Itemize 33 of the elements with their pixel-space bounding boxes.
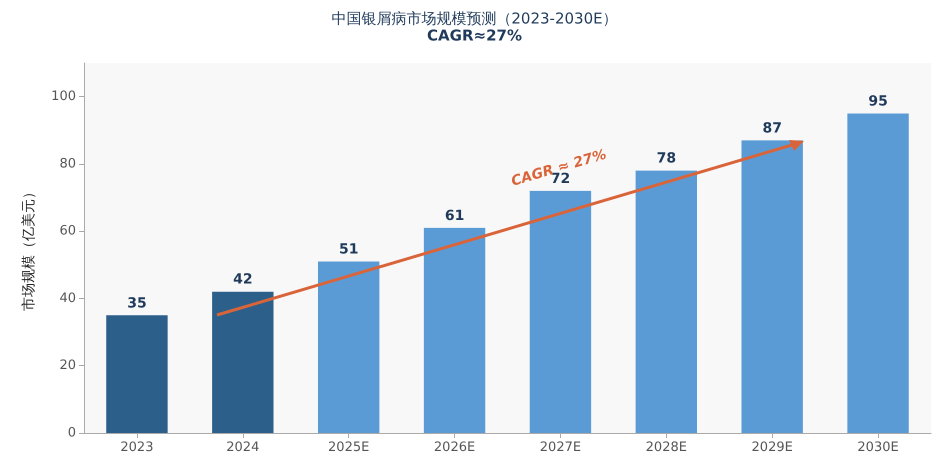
- data-label: 95: [868, 93, 888, 110]
- bar: [636, 170, 698, 433]
- x-tick-label: 2030E: [857, 440, 899, 455]
- y-tick-label: 60: [59, 224, 76, 239]
- y-tick-label: 40: [59, 290, 76, 306]
- bar: [530, 190, 592, 433]
- bar: [847, 113, 909, 433]
- y-tick-label: 20: [59, 358, 76, 374]
- x-tick-label: 2027E: [540, 440, 582, 455]
- bar: [318, 261, 380, 433]
- x-tick-label: 2024: [226, 440, 260, 455]
- data-label: 51: [338, 241, 358, 258]
- y-tick-label: 80: [59, 156, 76, 172]
- bar: [741, 140, 803, 433]
- chart-title: 中国银屑病市场规模预测（2023-2030E）: [331, 10, 618, 28]
- x-tick-label: 2025E: [328, 440, 370, 455]
- data-label: 78: [656, 150, 676, 167]
- data-label: 72: [550, 170, 570, 187]
- x-tick-label: 2026E: [434, 440, 476, 455]
- x-tick-label: 2023: [120, 440, 154, 455]
- y-tick-label: 0: [68, 426, 76, 440]
- y-axis-title: 市场规模（亿美元）: [21, 185, 37, 311]
- x-tick-label: 2029E: [752, 440, 793, 455]
- y-tick-label: 100: [51, 89, 76, 104]
- x-tick-label: 2028E: [646, 440, 687, 455]
- data-label: 35: [127, 295, 147, 312]
- bar: [424, 228, 486, 433]
- data-label: 42: [233, 272, 253, 288]
- data-label: 87: [762, 120, 782, 136]
- chart-subtitle: CAGR≈27%: [427, 26, 522, 44]
- data-label: 61: [444, 208, 464, 224]
- bar: [212, 292, 274, 433]
- bar: [106, 315, 168, 433]
